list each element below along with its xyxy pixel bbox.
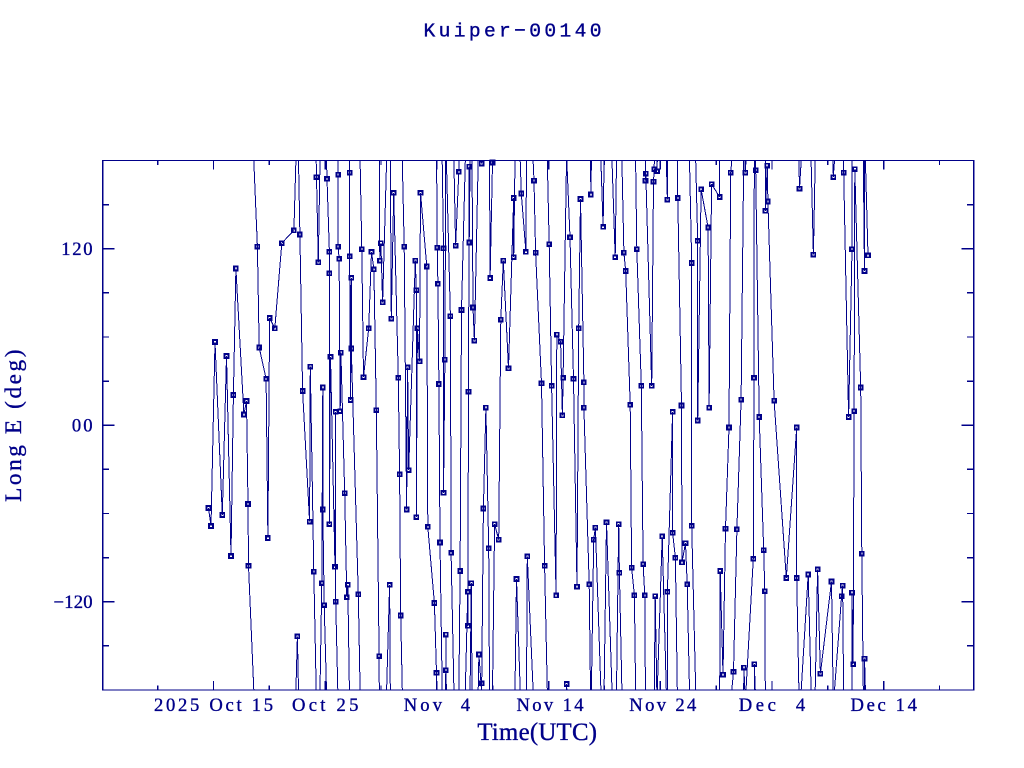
svg-text:120: 120 xyxy=(61,239,92,260)
svg-text:Long E (deg): Long E (deg) xyxy=(1,350,27,502)
svg-text:Oct 25: Oct 25 xyxy=(292,695,358,716)
svg-text:Nov 4: Nov 4 xyxy=(404,695,470,716)
svg-text:Dec 4: Dec 4 xyxy=(739,695,805,716)
svg-text:Nov 14: Nov 14 xyxy=(517,695,584,716)
svg-text:Dec 14: Dec 14 xyxy=(851,695,917,716)
svg-text:2025 Oct 15: 2025 Oct 15 xyxy=(154,695,273,716)
svg-text:00: 00 xyxy=(72,415,93,436)
svg-text:−120: −120 xyxy=(54,592,93,613)
svg-text:Time(UTC): Time(UTC) xyxy=(477,719,597,746)
svg-text:Kuiper−00140: Kuiper−00140 xyxy=(424,21,602,43)
svg-text:Nov 24: Nov 24 xyxy=(629,695,696,716)
